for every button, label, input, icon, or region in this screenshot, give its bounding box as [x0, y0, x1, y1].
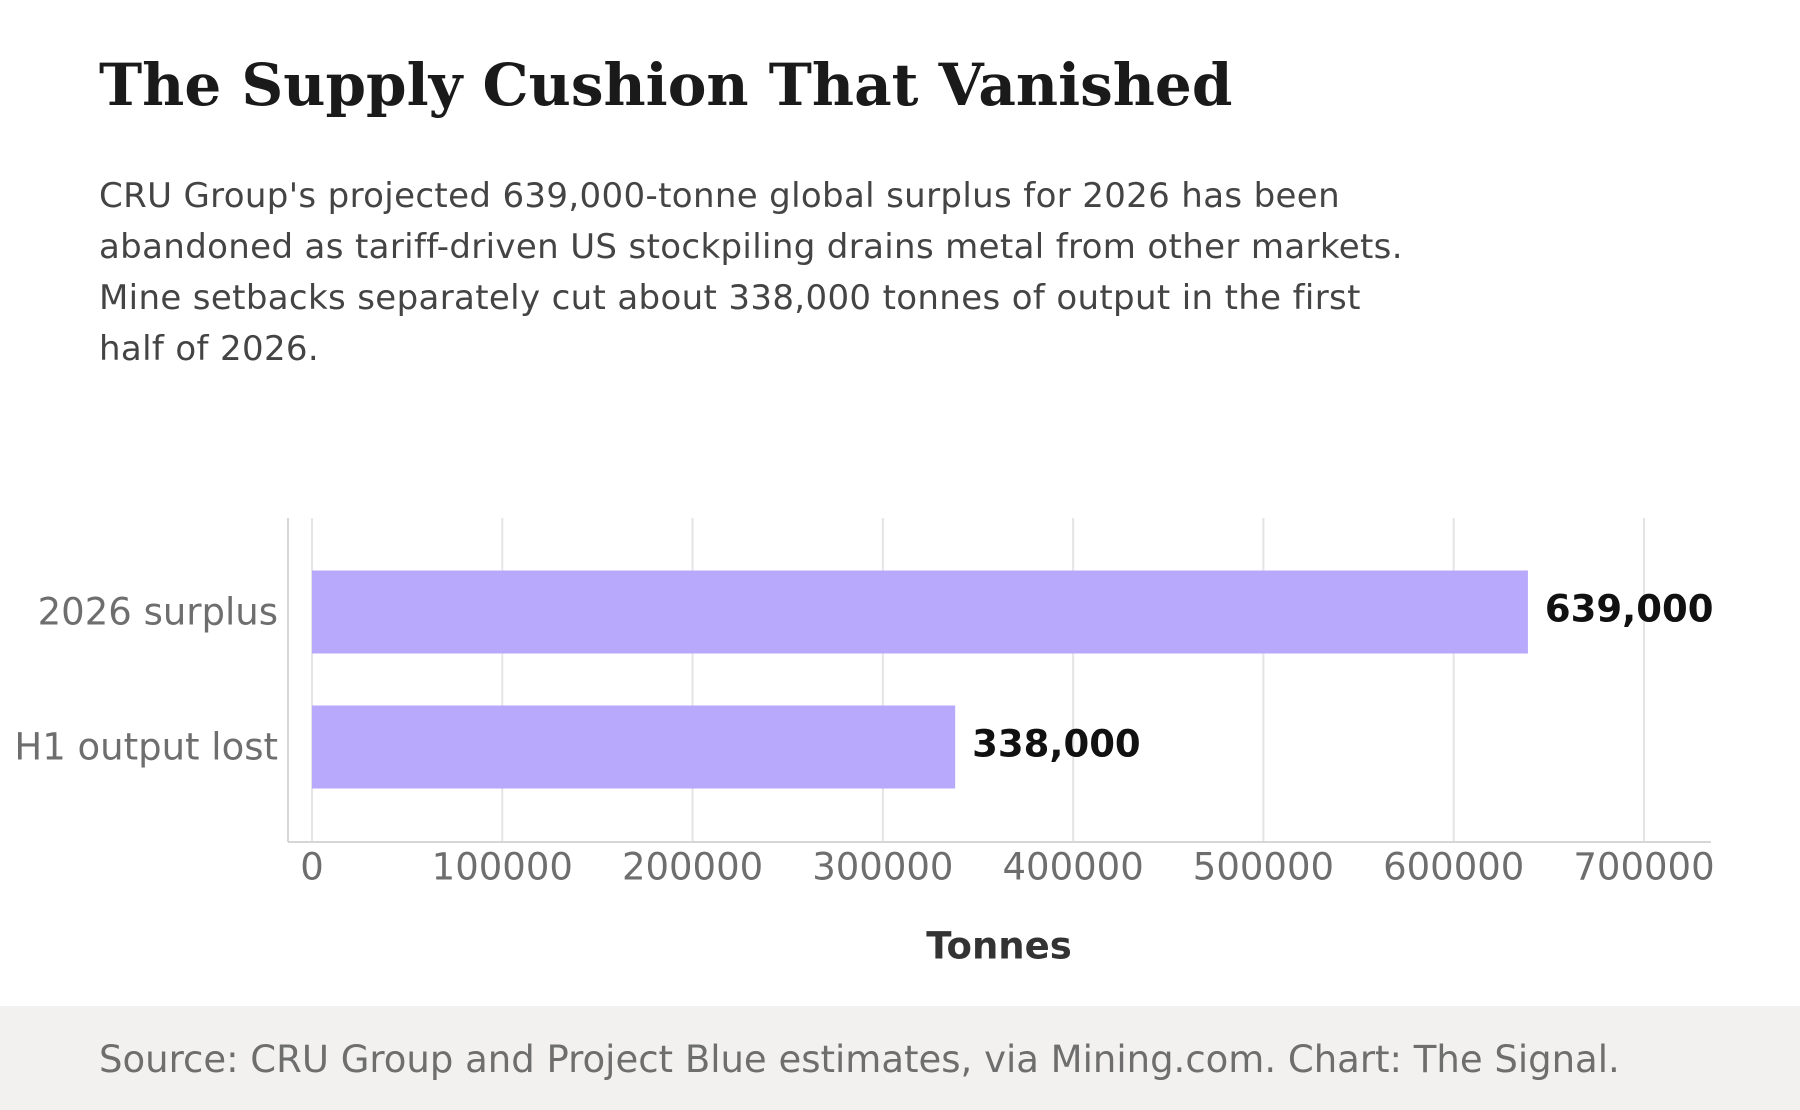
grid-lines [311, 518, 1645, 842]
category-labels: 2026 surplus H1 output lost [14, 591, 278, 769]
x-axis-title: Tonnes [926, 925, 1072, 968]
category-label: H1 output lost [14, 726, 278, 769]
x-tick-label: 500000 [1193, 846, 1334, 889]
x-tick-label: 700000 [1573, 846, 1714, 889]
bar-chart: 2026 surplus H1 output lost 639,000 338,00… [14, 518, 1715, 968]
x-tick-label: 200000 [622, 846, 763, 889]
source-footer: Source: CRU Group and Project Blue estim… [0, 1006, 1800, 1110]
value-labels: 639,000 338,000 [972, 588, 1713, 766]
bars [312, 570, 1528, 789]
x-tick-label: 300000 [812, 846, 953, 889]
x-tick-label: 600000 [1383, 846, 1524, 889]
x-tick-label: 100000 [432, 846, 573, 889]
category-label: 2026 surplus [38, 591, 278, 634]
x-tick-label: 0 [300, 846, 324, 889]
value-label: 639,000 [1545, 588, 1714, 631]
x-tick-labels: 0 100000 200000 300000 400000 500000 600000 700… [300, 846, 1714, 889]
bar-1 [312, 705, 956, 789]
bar-0 [312, 570, 1528, 654]
x-tick-label: 400000 [1003, 846, 1144, 889]
chart-subtitle: CRU Group's projected 639,000-tonne glob… [99, 176, 1403, 369]
chart-title: The Supply Cushion That Vanished [99, 51, 1233, 119]
value-label: 338,000 [972, 723, 1141, 766]
source-note: Source: CRU Group and Project Blue estim… [99, 1038, 1620, 1081]
